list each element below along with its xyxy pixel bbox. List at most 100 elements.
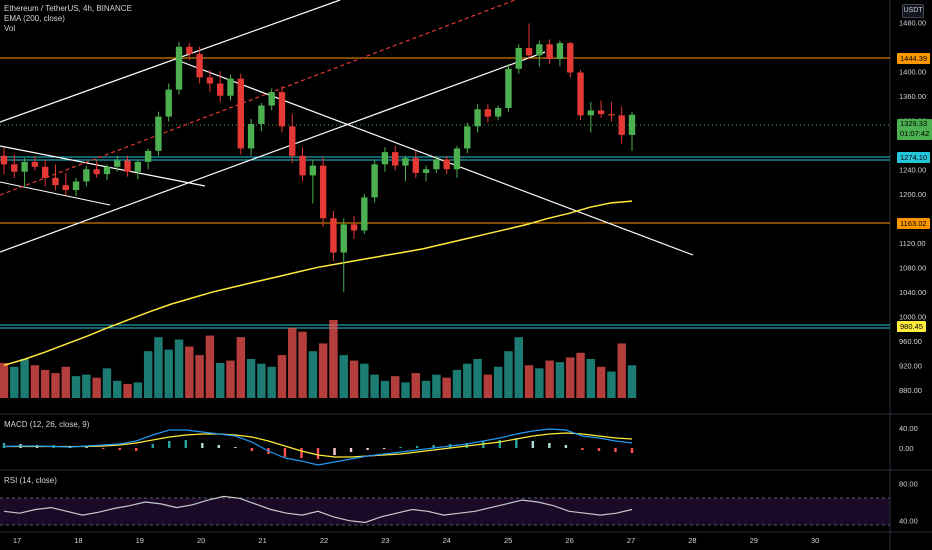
candle-body bbox=[217, 83, 224, 96]
time-tick-label: 25 bbox=[504, 536, 512, 545]
volume-bar bbox=[349, 360, 359, 398]
candle-body bbox=[577, 72, 584, 116]
time-tick-label: 20 bbox=[197, 536, 205, 545]
trendline-channel-upper[interactable] bbox=[0, 0, 341, 123]
candle-body bbox=[608, 114, 615, 116]
macd-histogram-bar bbox=[597, 448, 601, 451]
rsi-tick-label: 40.00 bbox=[899, 517, 918, 526]
candle-body bbox=[453, 148, 461, 170]
candle-body bbox=[134, 161, 142, 172]
time-tick-label: 27 bbox=[627, 536, 635, 545]
candle-body bbox=[237, 78, 244, 149]
trendline-short-down-2[interactable] bbox=[0, 181, 111, 206]
candle-body bbox=[0, 155, 8, 165]
candle-body bbox=[587, 110, 595, 116]
volume-bar bbox=[493, 366, 503, 398]
volume-indicator-label[interactable]: Vol bbox=[4, 24, 16, 33]
volume-bar bbox=[421, 380, 431, 398]
price-tick-label: 960.00 bbox=[899, 337, 922, 346]
price-axis[interactable]: 1480.001400.001360.001320.001240.001200.… bbox=[899, 18, 926, 525]
time-axis[interactable]: 17 18 19 20 21 22 23 24 25 26 27 28 29 30 bbox=[13, 536, 820, 545]
volume-bar bbox=[61, 366, 70, 398]
candle-body bbox=[62, 185, 69, 191]
price-tick-label: 880.00 bbox=[899, 386, 922, 395]
volume-bar bbox=[339, 355, 348, 398]
price-tag-ema: 980.45 bbox=[897, 321, 926, 332]
trendline-dashed-red[interactable] bbox=[0, 0, 516, 196]
macd-histogram-bar bbox=[366, 448, 369, 450]
volume-bar bbox=[617, 343, 626, 398]
price-tag-current: 1329.33 01:07:42 bbox=[897, 119, 932, 140]
volume-bar bbox=[236, 337, 246, 398]
macd-histogram-bar bbox=[316, 448, 320, 459]
time-tick-label: 26 bbox=[565, 536, 573, 545]
macd-histogram-bar bbox=[333, 448, 336, 455]
macd-histogram-bar bbox=[135, 448, 138, 451]
volume-bar bbox=[267, 366, 276, 398]
ema-indicator-label[interactable]: EMA (200, close) bbox=[4, 14, 65, 23]
candle-body bbox=[186, 46, 193, 55]
volume-bar bbox=[308, 351, 318, 398]
candle-body bbox=[350, 224, 358, 231]
price-tick-label: 1480.00 bbox=[899, 18, 926, 27]
volume-bar bbox=[154, 337, 163, 398]
macd-indicator-label[interactable]: MACD (12, 26, close, 9) bbox=[4, 420, 90, 429]
price-tick-label: 1000.00 bbox=[899, 312, 926, 321]
volume-bar bbox=[401, 382, 410, 398]
candle-body bbox=[289, 126, 296, 156]
price-tick-label: 1120.00 bbox=[899, 239, 926, 248]
rsi-band bbox=[0, 498, 890, 525]
price-tick-label: 1040.00 bbox=[899, 288, 926, 297]
candle-body bbox=[567, 43, 574, 73]
time-tick-label: 22 bbox=[320, 536, 328, 545]
trendline-short-down[interactable] bbox=[0, 145, 206, 187]
candle-body bbox=[361, 197, 368, 231]
candle-body bbox=[278, 92, 286, 127]
candle-body bbox=[556, 43, 564, 59]
macd-histogram-bar bbox=[531, 441, 535, 448]
time-tick-label: 17 bbox=[13, 536, 21, 545]
candle-body bbox=[618, 115, 625, 135]
macd-histogram-bar bbox=[614, 448, 617, 452]
candle-body bbox=[412, 158, 419, 173]
macd-histogram-bar bbox=[548, 443, 551, 448]
volume-bar bbox=[174, 339, 184, 398]
candle-body bbox=[536, 44, 543, 56]
candle-body bbox=[443, 159, 450, 170]
time-tick-label: 21 bbox=[258, 536, 266, 545]
candle-body bbox=[175, 46, 183, 90]
ema-200-line[interactable] bbox=[3, 200, 633, 367]
candle-body bbox=[433, 159, 440, 170]
rsi-pane[interactable] bbox=[3, 495, 633, 524]
rsi-indicator-label[interactable]: RSI (14, close) bbox=[4, 476, 57, 485]
macd-histogram-bar bbox=[515, 438, 518, 448]
price-tick-label: 1080.00 bbox=[899, 263, 926, 272]
volume-bar bbox=[102, 368, 112, 398]
macd-pane[interactable] bbox=[2, 428, 634, 466]
price-tag-1444: 1444.39 bbox=[897, 53, 931, 64]
macd-histogram-bar bbox=[283, 448, 287, 457]
currency-badge[interactable]: USDT bbox=[902, 4, 924, 18]
price-tag-1163: 1163.02 bbox=[897, 218, 930, 229]
macd-histogram-bar bbox=[349, 448, 353, 452]
candle-body bbox=[505, 68, 512, 108]
volume-bar bbox=[113, 380, 122, 398]
time-tick-label: 19 bbox=[136, 536, 144, 545]
volume-bar bbox=[576, 352, 585, 398]
price-tick-label: 1360.00 bbox=[899, 92, 926, 101]
symbol-title[interactable]: Ethereum / TetherUS, 4h, BINANCE bbox=[4, 4, 132, 13]
macd-histogram-bar bbox=[415, 446, 419, 448]
candle-body bbox=[114, 160, 121, 167]
volume-bar bbox=[133, 382, 143, 398]
candle-body bbox=[484, 109, 492, 117]
trendline-channel-lower[interactable] bbox=[0, 51, 546, 253]
price-tick-label: 920.00 bbox=[899, 361, 922, 370]
candle-body bbox=[165, 89, 172, 117]
volume-bar bbox=[463, 363, 472, 398]
trendline-descending[interactable] bbox=[181, 61, 694, 256]
candle-body bbox=[494, 108, 502, 117]
macd-histogram-bar bbox=[234, 447, 237, 448]
candle-body bbox=[309, 165, 317, 176]
